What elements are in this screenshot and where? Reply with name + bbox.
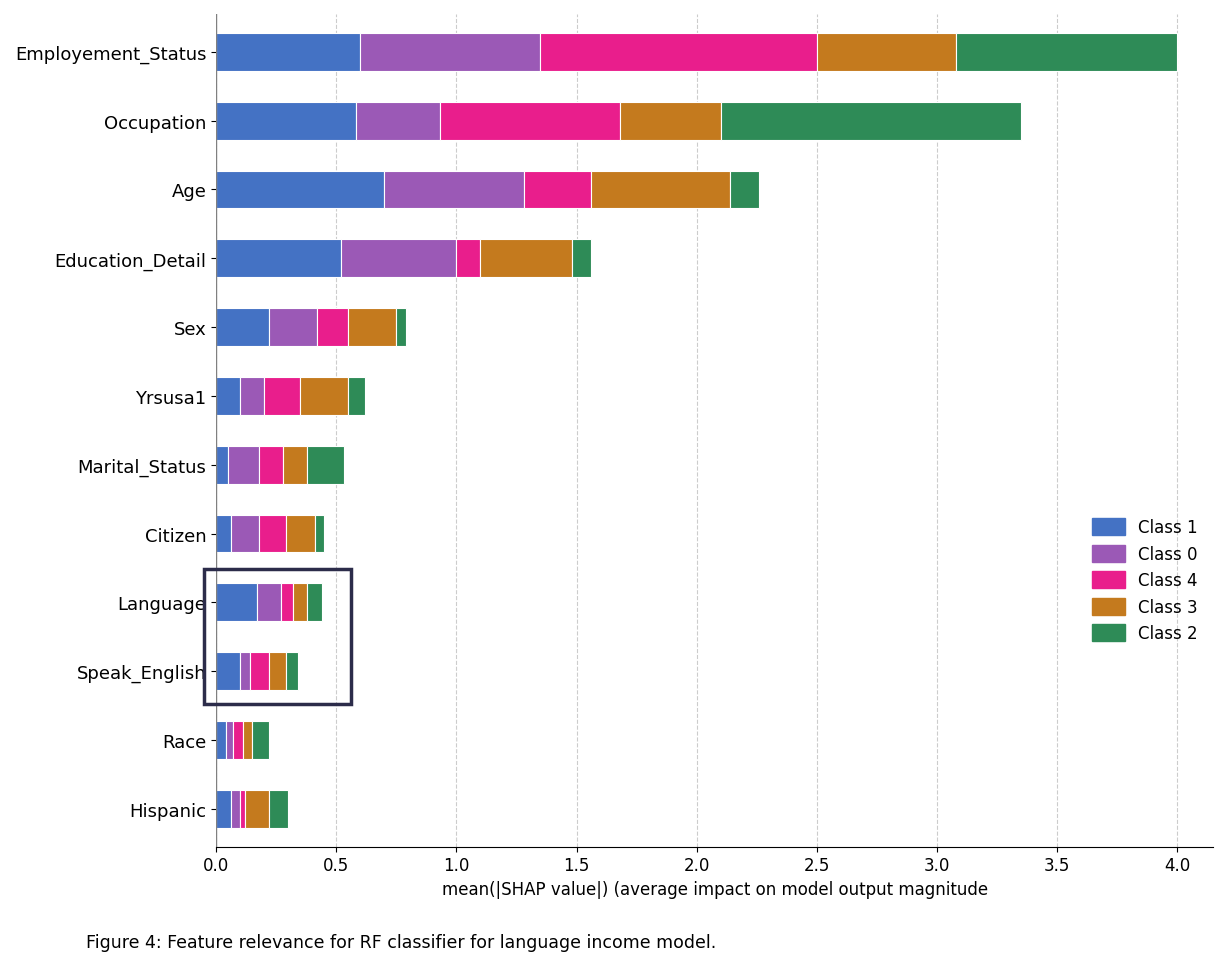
Bar xyxy=(523,171,591,209)
Bar xyxy=(957,34,1176,72)
Bar xyxy=(216,240,341,278)
Bar xyxy=(307,446,344,484)
Bar xyxy=(216,171,384,209)
Bar xyxy=(341,240,457,278)
Bar xyxy=(269,308,317,347)
Text: Figure 4: Feature relevance for RF classifier for language income model.: Figure 4: Feature relevance for RF class… xyxy=(86,933,716,951)
Bar xyxy=(216,446,228,484)
Bar xyxy=(540,34,817,72)
Bar xyxy=(216,515,231,553)
Bar xyxy=(591,171,731,209)
Bar xyxy=(231,515,259,553)
Bar xyxy=(314,515,324,553)
Bar xyxy=(284,446,307,484)
Bar xyxy=(204,570,351,704)
Bar xyxy=(286,515,314,553)
Bar xyxy=(243,722,252,759)
Bar xyxy=(731,171,759,209)
Bar xyxy=(233,722,243,759)
Bar xyxy=(269,790,289,827)
X-axis label: mean(|SHAP value|) (average impact on model output magnitude: mean(|SHAP value|) (average impact on mo… xyxy=(442,880,987,898)
Bar xyxy=(307,584,322,622)
Bar xyxy=(397,308,406,347)
Bar xyxy=(259,515,286,553)
Bar xyxy=(231,790,241,827)
Bar xyxy=(228,446,259,484)
Bar xyxy=(216,722,226,759)
Bar xyxy=(349,378,365,415)
Bar xyxy=(252,722,269,759)
Bar xyxy=(216,378,241,415)
Bar xyxy=(257,584,281,622)
Bar xyxy=(259,446,284,484)
Bar xyxy=(301,378,349,415)
Bar xyxy=(249,653,269,690)
Legend: Class 1, Class 0, Class 4, Class 3, Class 2: Class 1, Class 0, Class 4, Class 3, Clas… xyxy=(1086,512,1205,650)
Bar xyxy=(269,653,286,690)
Bar xyxy=(817,34,957,72)
Bar xyxy=(241,378,264,415)
Bar xyxy=(241,653,249,690)
Bar xyxy=(317,308,349,347)
Bar xyxy=(216,103,356,140)
Bar xyxy=(281,584,293,622)
Bar xyxy=(721,103,1020,140)
Bar xyxy=(241,790,246,827)
Bar xyxy=(216,653,241,690)
Bar xyxy=(572,240,591,278)
Bar xyxy=(216,790,231,827)
Bar xyxy=(620,103,721,140)
Bar xyxy=(384,171,523,209)
Bar xyxy=(226,722,233,759)
Bar xyxy=(480,240,572,278)
Bar xyxy=(286,653,298,690)
Bar xyxy=(216,34,360,72)
Bar xyxy=(216,584,257,622)
Bar xyxy=(440,103,620,140)
Bar xyxy=(356,103,440,140)
Bar xyxy=(360,34,540,72)
Bar xyxy=(457,240,480,278)
Bar xyxy=(293,584,307,622)
Bar xyxy=(349,308,397,347)
Bar xyxy=(264,378,301,415)
Bar xyxy=(216,308,269,347)
Bar xyxy=(246,790,269,827)
